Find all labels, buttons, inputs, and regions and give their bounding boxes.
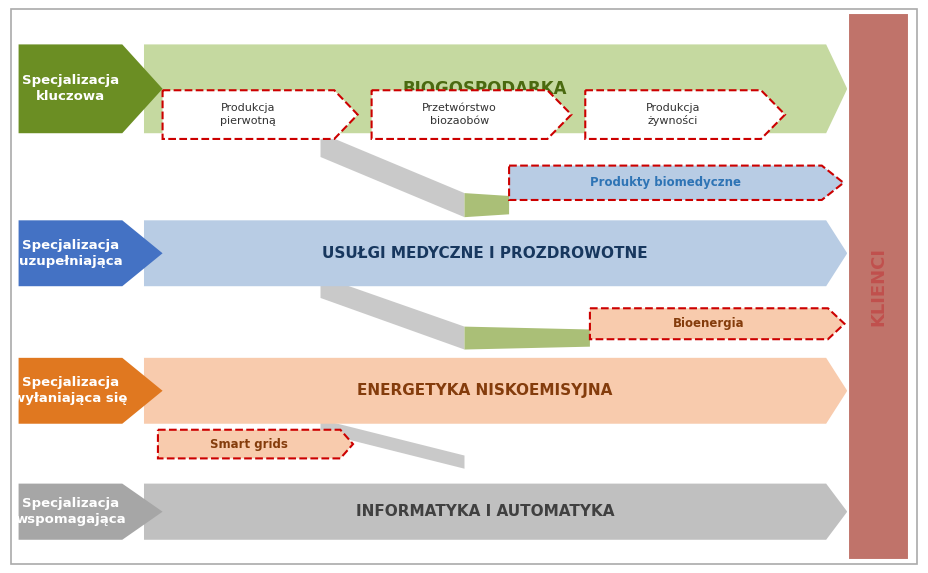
- Text: Specjalizacja
wspomagająca: Specjalizacja wspomagająca: [15, 497, 125, 526]
- Text: Specjalizacja
uzupełniająca: Specjalizacja uzupełniająca: [19, 239, 122, 268]
- Polygon shape: [144, 358, 846, 424]
- Text: Produkcja
pierwotną: Produkcja pierwotną: [220, 103, 276, 126]
- Text: ENERGETYKA NISKOEMISYJNA: ENERGETYKA NISKOEMISYJNA: [357, 383, 612, 398]
- Text: Specjalizacja
kluczowa: Specjalizacja kluczowa: [22, 74, 119, 103]
- Polygon shape: [19, 484, 162, 540]
- Polygon shape: [464, 193, 509, 217]
- Text: INFORMATYKA I AUTOMATYKA: INFORMATYKA I AUTOMATYKA: [355, 504, 613, 519]
- Polygon shape: [589, 308, 844, 339]
- Text: Produkty biomedyczne: Produkty biomedyczne: [589, 176, 741, 189]
- Polygon shape: [509, 166, 843, 200]
- Polygon shape: [320, 419, 464, 469]
- Polygon shape: [320, 133, 464, 217]
- Text: Bioenergia: Bioenergia: [673, 317, 744, 330]
- Polygon shape: [19, 45, 162, 134]
- Text: Smart grids: Smart grids: [210, 438, 288, 450]
- Text: USUŁGI MEDYCZNE I PROZDROWOTNE: USUŁGI MEDYCZNE I PROZDROWOTNE: [322, 246, 647, 261]
- Polygon shape: [464, 327, 589, 350]
- Text: Produkcja
żywności: Produkcja żywności: [645, 103, 700, 127]
- Polygon shape: [585, 90, 784, 139]
- Text: Przetwórstwo
biozaobów: Przetwórstwo biozaobów: [421, 103, 496, 126]
- Polygon shape: [158, 430, 353, 458]
- Polygon shape: [144, 484, 846, 540]
- Bar: [847, 13, 908, 560]
- Polygon shape: [144, 45, 846, 134]
- Text: KLIENCI: KLIENCI: [869, 247, 886, 326]
- Polygon shape: [320, 276, 464, 350]
- Polygon shape: [371, 90, 571, 139]
- Polygon shape: [144, 220, 846, 286]
- Polygon shape: [19, 220, 162, 286]
- Text: Specjalizacja
wyłaniająca się: Specjalizacja wyłaniająca się: [13, 376, 127, 405]
- Polygon shape: [162, 90, 357, 139]
- Polygon shape: [19, 358, 162, 424]
- Text: BIOGOSPODARKA: BIOGOSPODARKA: [403, 80, 567, 98]
